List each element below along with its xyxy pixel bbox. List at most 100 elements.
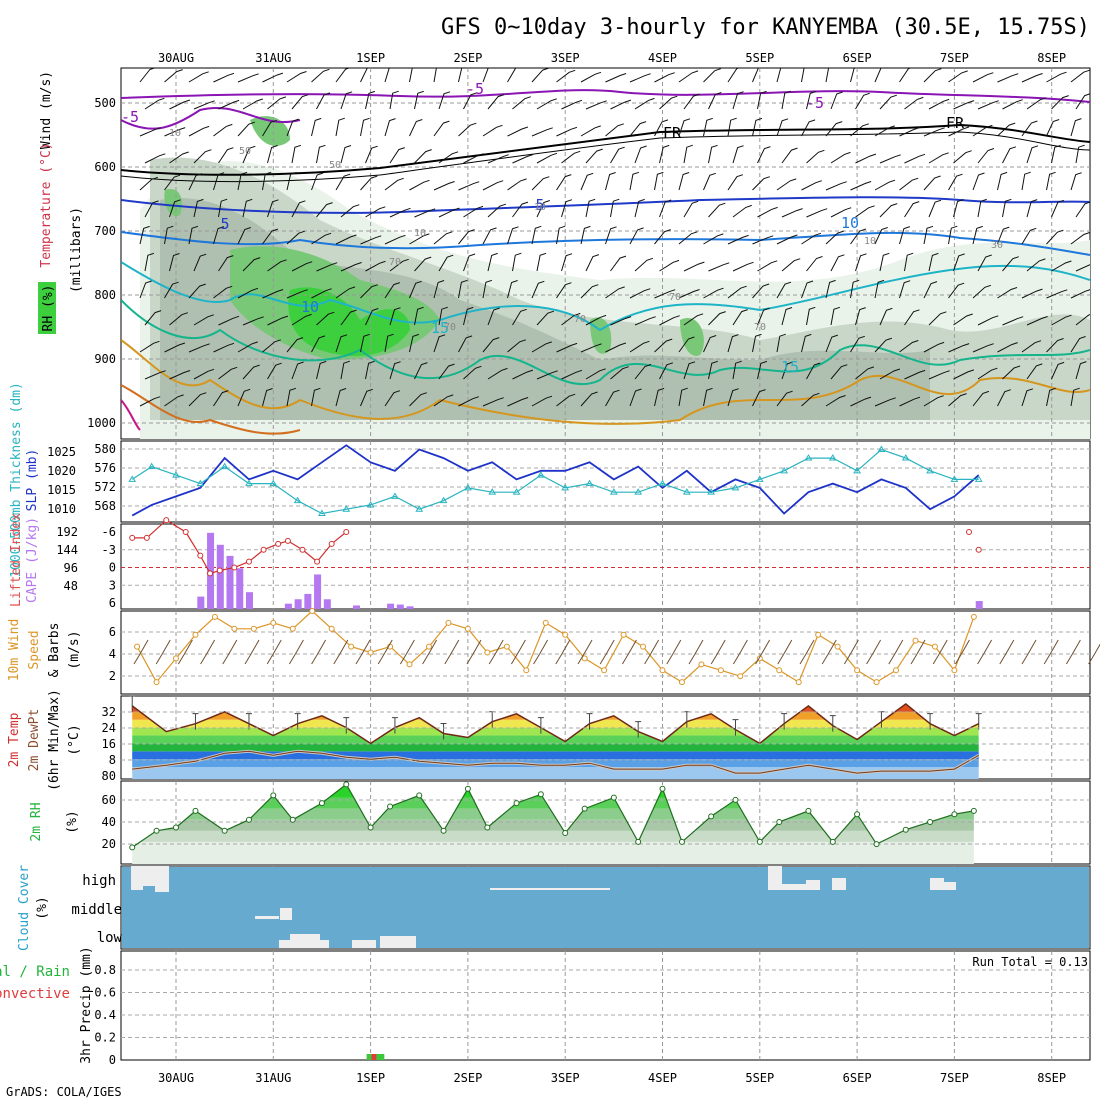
rh-marker bbox=[319, 801, 324, 806]
rh-marker bbox=[757, 839, 762, 844]
li-tick: -3 bbox=[102, 543, 116, 557]
rh-marker bbox=[679, 839, 684, 844]
rh-marker bbox=[485, 825, 490, 830]
temp-tick: 16 bbox=[102, 737, 116, 751]
cloud-block bbox=[352, 940, 376, 948]
li-marker bbox=[246, 559, 251, 564]
cape-bar bbox=[407, 606, 414, 609]
cape-tick: 48 bbox=[64, 579, 78, 593]
wind-speed-marker bbox=[251, 626, 256, 631]
li-marker bbox=[261, 547, 266, 552]
temp-tick: 80 bbox=[102, 769, 116, 783]
isotherm-label: -5 bbox=[806, 94, 824, 112]
panel-y-label: 2m RH bbox=[29, 802, 44, 841]
rh-tick: 20 bbox=[102, 837, 116, 851]
temp-tick: 24 bbox=[102, 721, 116, 735]
wind-barb bbox=[1096, 288, 1100, 298]
cape-bar bbox=[314, 574, 321, 609]
wind-speed-marker bbox=[290, 626, 295, 631]
li-marker bbox=[329, 541, 334, 546]
precip-legend-total: tal / Rain bbox=[0, 964, 70, 980]
date-label-top: 5SEP bbox=[745, 51, 774, 65]
date-label-top: 3SEP bbox=[551, 51, 580, 65]
rh-marker bbox=[130, 845, 135, 850]
rh-marker bbox=[777, 819, 782, 824]
cape-bar bbox=[295, 599, 302, 609]
thickness-tick: 576 bbox=[94, 461, 116, 475]
li-marker bbox=[130, 535, 135, 540]
rh-marker bbox=[874, 842, 879, 847]
wind-speed-marker bbox=[835, 644, 840, 649]
isotherm-label: FR bbox=[946, 114, 965, 132]
cape-bar bbox=[353, 605, 360, 609]
li-marker bbox=[285, 538, 290, 543]
panel-y-label: SLP (mb) bbox=[25, 449, 40, 512]
cape-bar bbox=[324, 599, 331, 609]
temp-band bbox=[121, 743, 1090, 751]
panel-y-label: (°C) bbox=[67, 724, 82, 755]
rh-marker bbox=[806, 808, 811, 813]
cloud-block bbox=[255, 916, 279, 919]
rh-marker bbox=[538, 792, 543, 797]
rh-label: 70 bbox=[444, 322, 456, 333]
slp-tick: 1025 bbox=[47, 445, 76, 459]
upper-y-label-rh: RH (%) bbox=[41, 285, 56, 332]
wind-barb bbox=[1096, 388, 1100, 406]
cloud-block bbox=[782, 884, 806, 890]
panel-y-label: 10m Wind bbox=[7, 619, 22, 682]
wind-speed-marker bbox=[738, 674, 743, 679]
wind-barb bbox=[1096, 335, 1100, 352]
li-marker bbox=[276, 541, 281, 546]
rh-marker bbox=[154, 828, 159, 833]
rh-label: 10 bbox=[169, 128, 181, 139]
wind-speed-marker bbox=[446, 620, 451, 625]
level-tick: 800 bbox=[94, 288, 116, 302]
date-label-bottom: 31AUG bbox=[255, 1071, 291, 1085]
cloud-block bbox=[930, 878, 944, 890]
li-marker bbox=[183, 530, 188, 535]
li-marker bbox=[217, 568, 222, 573]
rh-tick: 60 bbox=[102, 793, 116, 807]
panel-y-label: (%) bbox=[35, 896, 50, 919]
panel-y-label: (%) bbox=[65, 810, 80, 833]
wind-speed-marker bbox=[913, 638, 918, 643]
cloud-block bbox=[806, 880, 820, 890]
date-label-top: 31AUG bbox=[255, 51, 291, 65]
li-marker bbox=[208, 571, 213, 576]
li-marker bbox=[232, 565, 237, 570]
cape-tick: 96 bbox=[64, 561, 78, 575]
li-tick: 6 bbox=[109, 596, 116, 610]
date-label-top: 7SEP bbox=[940, 51, 969, 65]
wind-speed-marker bbox=[874, 680, 879, 685]
rh-marker bbox=[193, 808, 198, 813]
wind-speed-marker bbox=[349, 644, 354, 649]
rh-label: 30 bbox=[991, 240, 1003, 251]
wind-speed-marker bbox=[465, 626, 470, 631]
precip-tick: 0.8 bbox=[94, 963, 116, 977]
panel-frame bbox=[121, 524, 1090, 609]
wind-speed-marker bbox=[407, 662, 412, 667]
wind-speed-marker bbox=[855, 668, 860, 673]
wind-tick: 4 bbox=[109, 647, 116, 661]
rh-band bbox=[121, 820, 1090, 831]
isotherm-label: 10 bbox=[301, 298, 319, 316]
cloud-block bbox=[490, 888, 610, 890]
wind-speed-marker bbox=[271, 620, 276, 625]
level-tick: 900 bbox=[94, 352, 116, 366]
rh-marker bbox=[660, 786, 665, 791]
rh-marker bbox=[388, 804, 393, 809]
precip-tick: 0 bbox=[109, 1053, 116, 1067]
wind-speed-marker bbox=[660, 668, 665, 673]
rh-marker bbox=[636, 839, 641, 844]
cloud-block bbox=[131, 866, 143, 890]
rh-marker bbox=[246, 817, 251, 822]
wind-tick: 2 bbox=[109, 669, 116, 683]
upper-y-label-temp: Temperature (°C) bbox=[39, 142, 54, 267]
panel-y-label: 2m Temp bbox=[7, 712, 22, 767]
